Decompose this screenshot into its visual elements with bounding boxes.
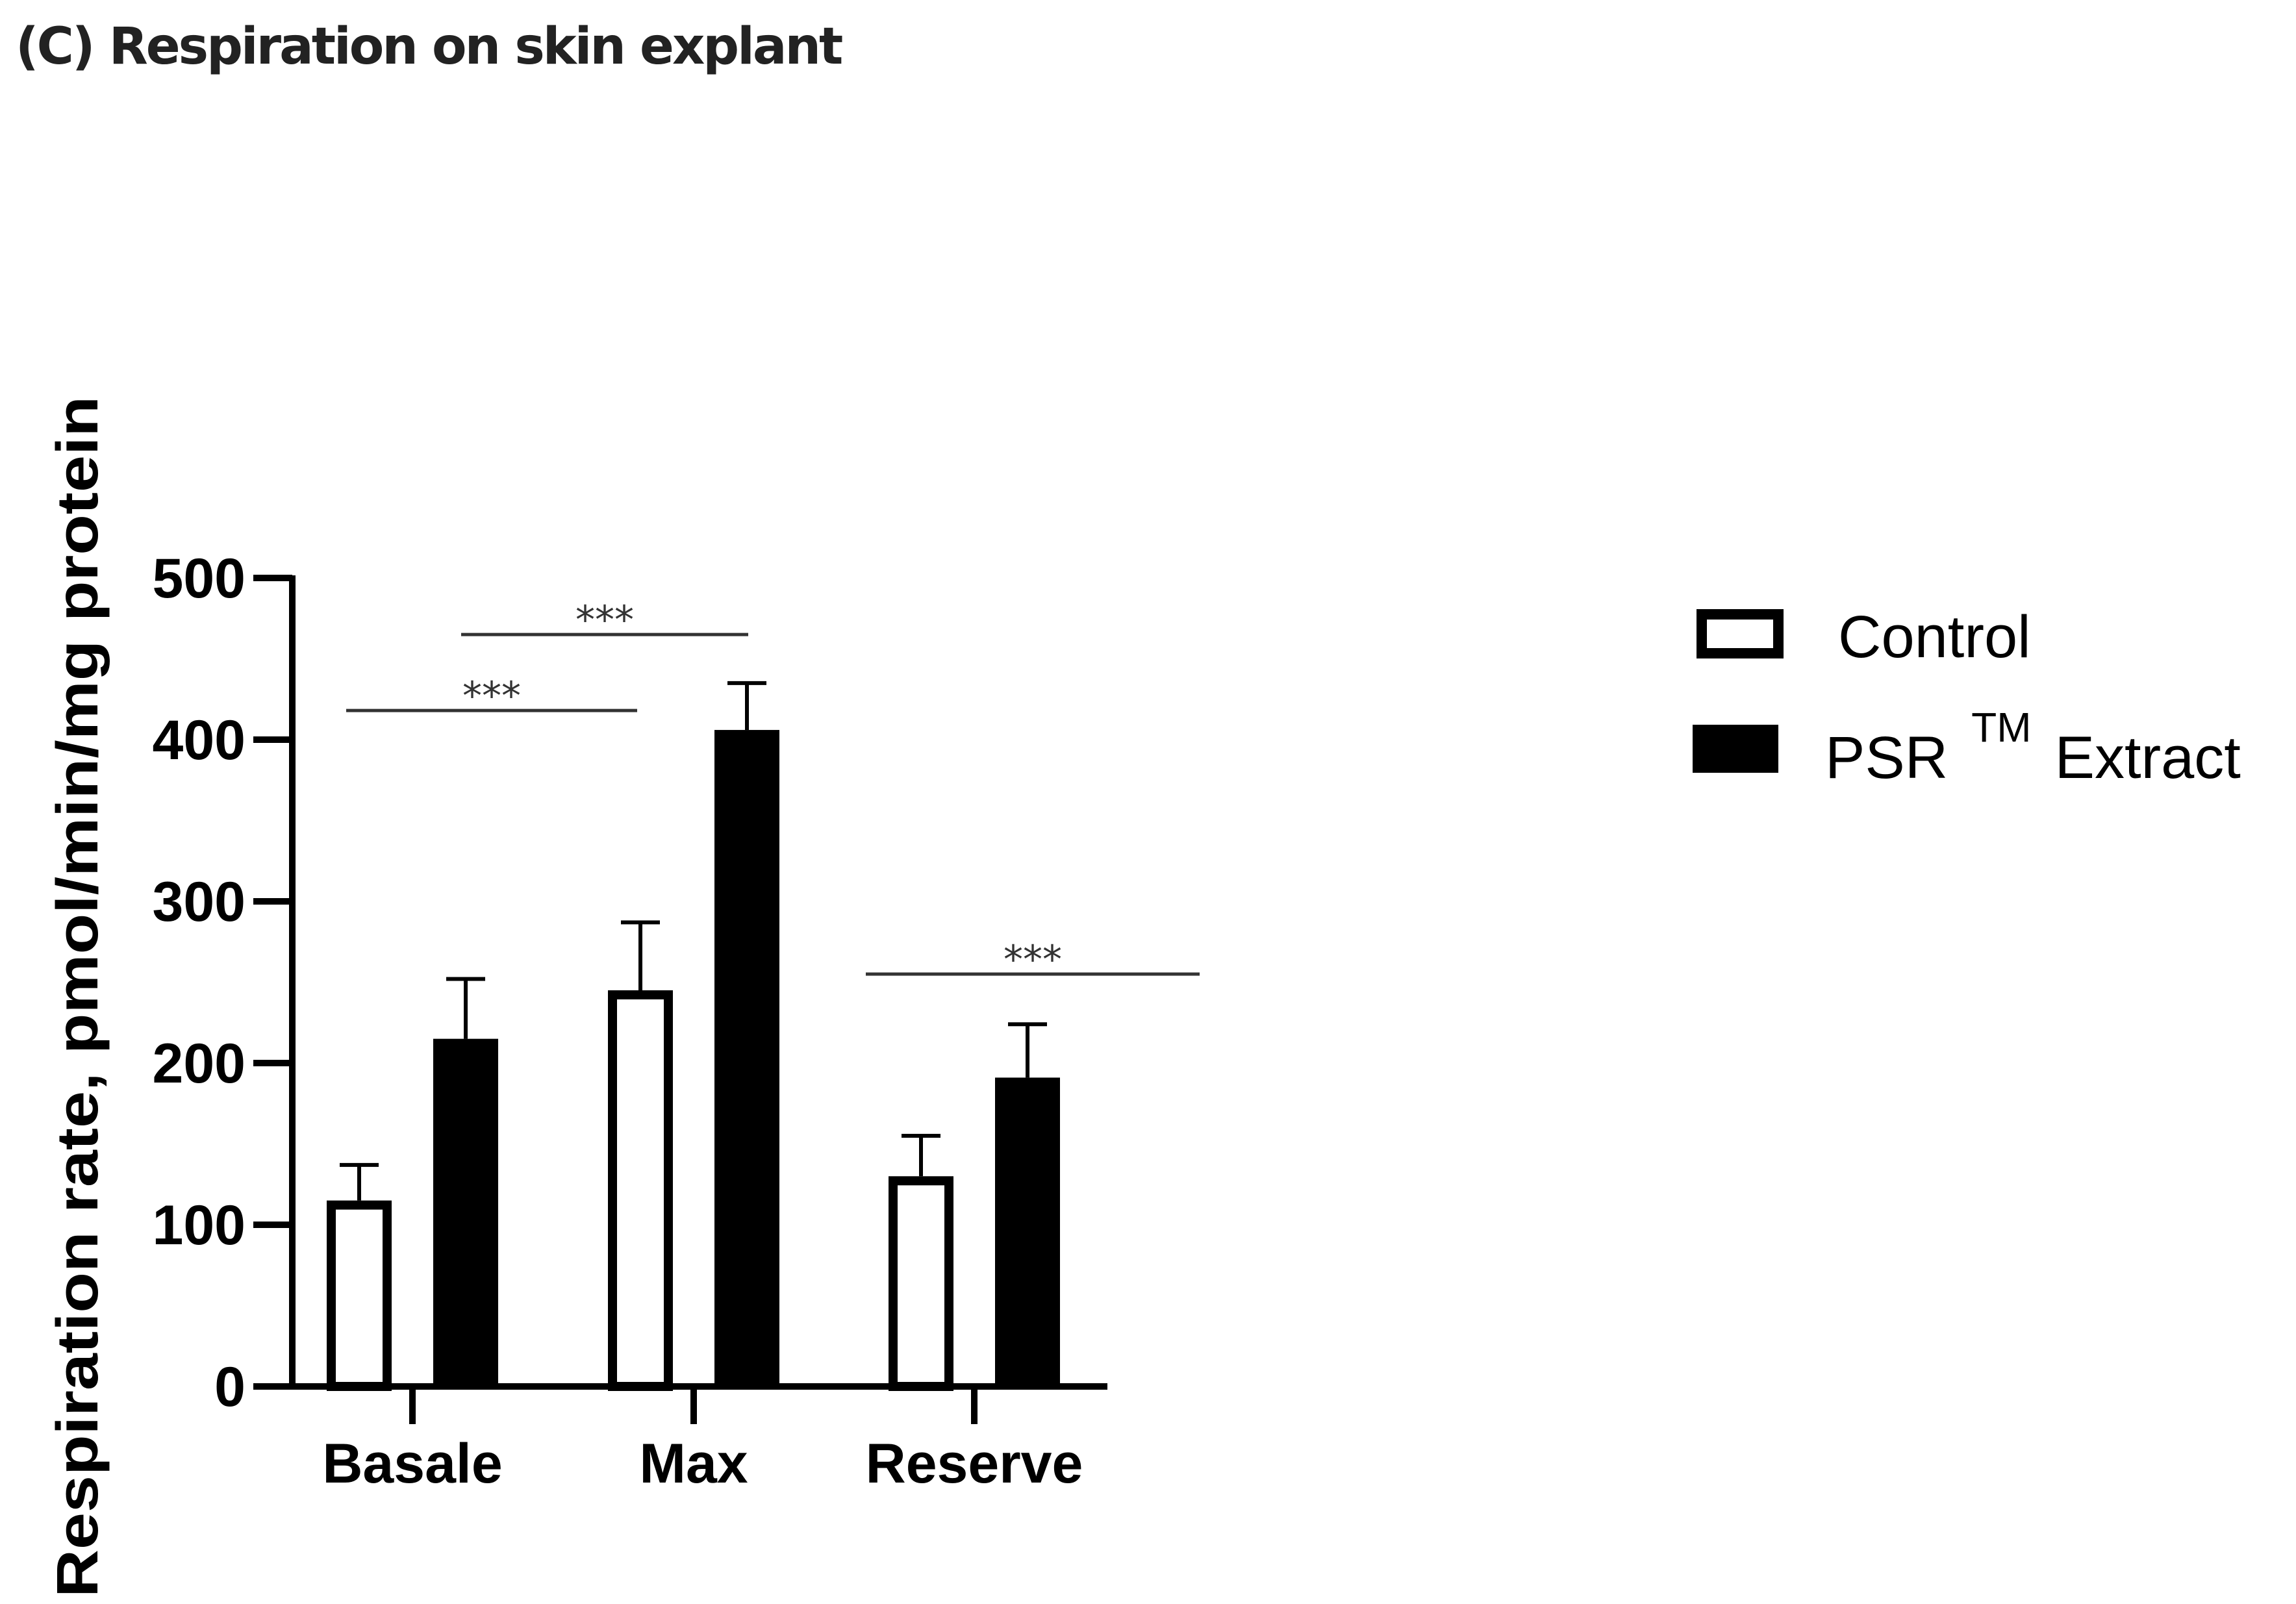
legend-psr-extract: Extract: [2055, 725, 2241, 791]
y-axis-ticks: 0 100 200 300 400 500: [153, 547, 292, 1418]
y-tick-label-500: 500: [153, 547, 246, 610]
y-tick-label-300: 300: [153, 871, 246, 933]
sig-label-2: ***: [575, 597, 634, 643]
legend: Control PSR TM Extract: [1693, 604, 2241, 791]
x-label-reserve: Reserve: [866, 1433, 1083, 1495]
legend-label-control: Control: [1838, 604, 2031, 670]
bar-series: [327, 730, 1060, 1392]
y-tick-label-0: 0: [214, 1356, 246, 1418]
sig-label-1: ***: [462, 673, 521, 719]
bar-max-psr: [714, 730, 779, 1386]
significance-annotations: *** *** ***: [346, 597, 1200, 983]
bar-reserve-control: [889, 1176, 953, 1392]
panel-title: (C) Respiration on skin explant: [16, 18, 842, 76]
x-axis-labels: Basale Max Reserve: [322, 1433, 1083, 1495]
y-tick-label-400: 400: [153, 709, 246, 771]
legend-psr-name: PSR: [1825, 725, 1948, 791]
bar-max-control: [608, 990, 673, 1391]
error-bars: [340, 681, 1047, 1201]
x-label-basale: Basale: [322, 1433, 502, 1495]
axes: [253, 575, 1107, 1424]
plot-area: 0 100 200 300 400 500 *** *** *** Basale Max Rese…: [153, 547, 1200, 1495]
y-axis-title: Respiration rate, pmol/min/mg protein: [45, 396, 110, 1598]
x-label-max: Max: [639, 1433, 748, 1495]
y-axis-title-group: Respiration rate, pmol/min/mg protein: [45, 396, 110, 1598]
legend-psr-tm: TM: [1971, 704, 2031, 751]
y-tick-label-100: 100: [153, 1194, 246, 1257]
legend-swatch-control: [1697, 609, 1784, 658]
y-tick-label-200: 200: [153, 1033, 246, 1095]
legend-label-psr: PSR TM Extract: [1825, 704, 2241, 791]
sig-label-3: ***: [1003, 937, 1062, 983]
bar-reserve-psr: [995, 1077, 1060, 1386]
legend-swatch-psr: [1693, 725, 1778, 773]
bar-basale-psr: [433, 1038, 498, 1386]
bar-basale-control: [327, 1200, 392, 1392]
